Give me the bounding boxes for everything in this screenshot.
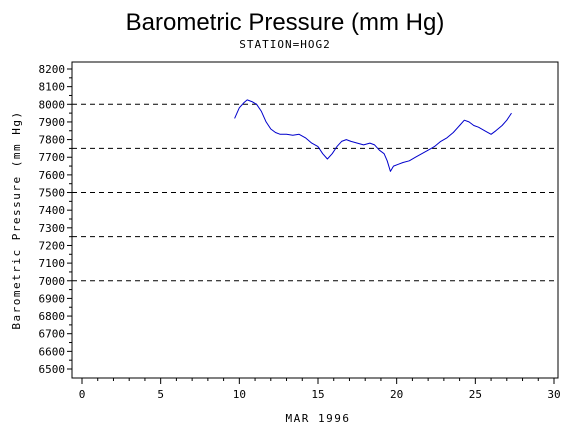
y-tick-label: 7600 [39,169,66,182]
x-tick-label: 30 [547,388,560,401]
y-tick-label: 7100 [39,257,66,270]
y-tick-label: 7300 [39,222,66,235]
y-tick-label: 7400 [39,204,66,217]
y-tick-label: 7500 [39,187,66,200]
y-tick-label: 6900 [39,292,66,305]
y-tick-label: 8000 [39,98,66,111]
y-tick-label: 6700 [39,328,66,341]
x-tick-label: 25 [469,388,482,401]
plot-frame [71,61,559,379]
y-tick-label: 6800 [39,310,66,323]
x-tick-label: 15 [311,388,324,401]
y-tick-label: 6600 [39,345,66,358]
y-tick-label: 8200 [39,63,66,76]
series-line [234,99,512,172]
series-layer [234,99,512,172]
chart-title: Barometric Pressure (mm Hg) [126,9,445,36]
x-axis: 0 5 10 15 20 25 30 [79,378,561,401]
y-tick-label: 7700 [39,151,66,164]
y-tick-label: 7000 [39,275,66,288]
chart-subtitle: STATION=HOG2 [239,38,330,51]
y-tick-label: 7200 [39,239,66,252]
y-tick-label: 7800 [39,134,66,147]
reference-lines [72,103,558,282]
x-tick-label: 5 [157,388,164,401]
y-tick-label: 8100 [39,81,66,94]
x-tick-label: 20 [390,388,403,401]
y-tick-label: 6500 [39,363,66,376]
y-axis-label: Barometric Pressure (mm Hg) [10,110,23,329]
x-tick-label: 0 [79,388,86,401]
x-tick-label: 10 [233,388,246,401]
y-axis: 6500 6600 6700 6800 6900 7000 7100 7200 7300 7400… [39,63,72,376]
y-tick-label: 7900 [39,116,66,129]
x-axis-label: MAR 1996 [286,412,351,425]
